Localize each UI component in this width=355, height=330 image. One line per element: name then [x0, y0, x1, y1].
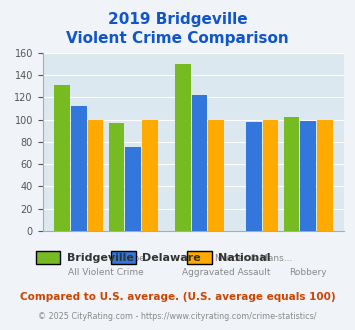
Text: © 2025 CityRating.com - https://www.cityrating.com/crime-statistics/: © 2025 CityRating.com - https://www.city… — [38, 312, 317, 321]
Text: Murder & Mans...: Murder & Mans... — [215, 254, 293, 263]
Bar — [54, 85, 70, 231]
Text: Robbery: Robbery — [289, 268, 327, 278]
Text: 2019 Bridgeville: 2019 Bridgeville — [108, 12, 247, 26]
Bar — [317, 120, 333, 231]
Text: Compared to U.S. average. (U.S. average equals 100): Compared to U.S. average. (U.S. average … — [20, 292, 335, 302]
Bar — [284, 117, 299, 231]
Bar — [125, 148, 141, 231]
Text: Delaware: Delaware — [142, 253, 201, 263]
Text: Rape: Rape — [122, 254, 144, 263]
Bar — [208, 120, 224, 231]
Bar — [71, 106, 87, 231]
Bar — [192, 95, 207, 231]
Bar — [142, 120, 158, 231]
Text: National: National — [218, 253, 271, 263]
Bar — [263, 120, 278, 231]
Text: Violent Crime Comparison: Violent Crime Comparison — [66, 31, 289, 46]
Bar — [109, 123, 124, 231]
Bar — [175, 64, 191, 231]
Text: Aggravated Assault: Aggravated Assault — [182, 268, 271, 278]
Bar — [88, 120, 103, 231]
Text: Bridgeville: Bridgeville — [67, 253, 133, 263]
Text: All Violent Crime: All Violent Crime — [68, 268, 144, 278]
Bar — [246, 122, 262, 231]
Bar — [300, 121, 316, 231]
